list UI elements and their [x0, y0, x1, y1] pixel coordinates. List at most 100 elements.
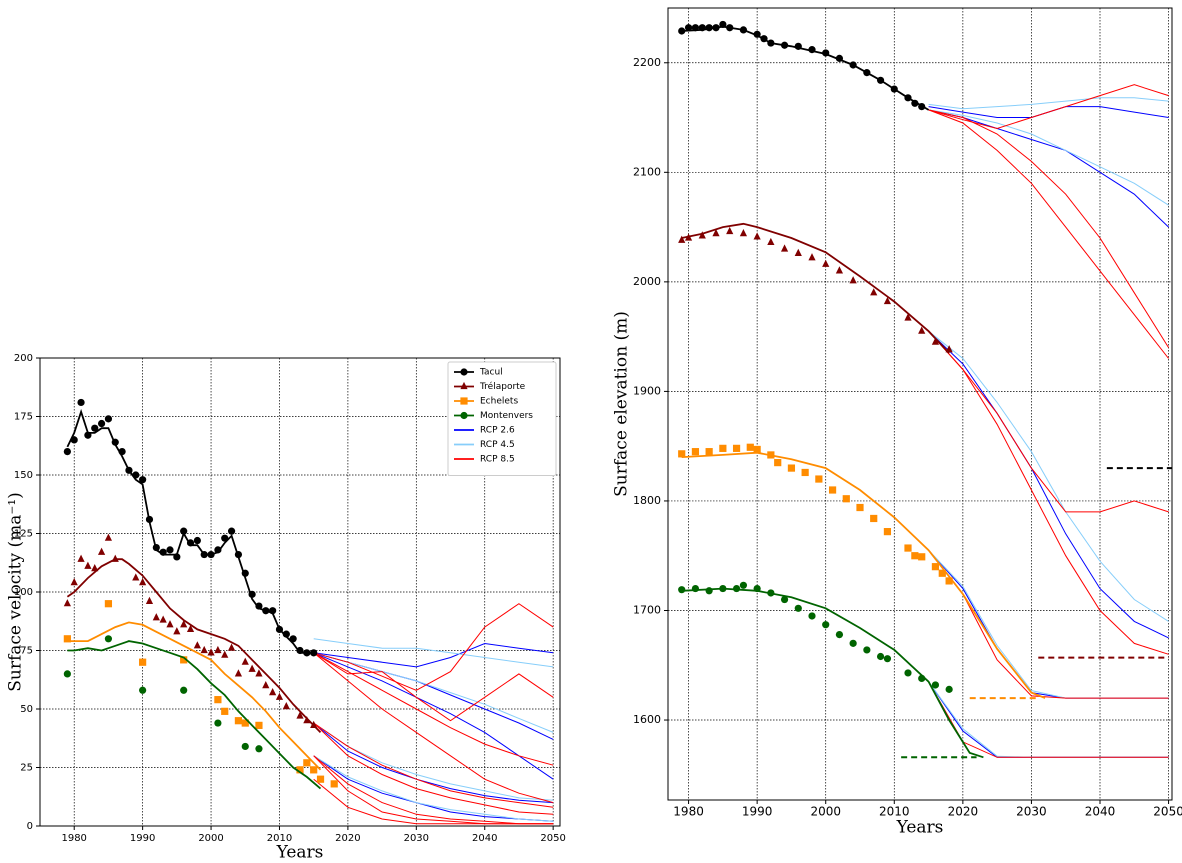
- marker: [63, 599, 71, 607]
- projection-line: [928, 681, 1169, 758]
- marker: [931, 563, 940, 571]
- marker: [248, 664, 256, 672]
- marker: [705, 448, 713, 456]
- marker: [255, 745, 263, 753]
- marker: [118, 448, 126, 456]
- x-tick-label: 1980: [673, 805, 704, 819]
- y-tick-label: 2200: [633, 56, 661, 69]
- marker: [132, 471, 140, 479]
- marker: [808, 46, 816, 54]
- marker: [691, 448, 700, 456]
- x-tick-label: 2030: [404, 833, 429, 844]
- marker: [794, 42, 802, 50]
- y-tick-label: 150: [14, 470, 33, 481]
- marker: [767, 589, 775, 597]
- projection-line: [313, 603, 554, 691]
- marker: [289, 635, 297, 643]
- marker: [221, 534, 229, 542]
- projection-line: [313, 638, 554, 668]
- marker: [753, 30, 761, 38]
- marker: [303, 649, 311, 657]
- marker: [330, 780, 338, 788]
- y-axis-title: Surface elevation (m): [612, 311, 632, 497]
- marker: [870, 514, 878, 523]
- y-tick-label: 125: [14, 529, 33, 540]
- x-axis-title: Years: [896, 818, 944, 838]
- marker: [835, 630, 844, 639]
- marker: [808, 253, 816, 261]
- marker: [97, 547, 106, 555]
- marker: [97, 419, 106, 428]
- marker: [904, 94, 912, 102]
- projection-line: [313, 755, 554, 825]
- marker: [207, 648, 215, 656]
- marker: [883, 296, 892, 305]
- marker: [262, 681, 270, 689]
- y-tick-label: 1900: [633, 384, 661, 397]
- projection-line: [928, 549, 1169, 699]
- legend-frame: [447, 361, 557, 476]
- legend-label: Montenvers: [480, 411, 533, 421]
- projection-line: [313, 722, 554, 815]
- projection-line: [313, 652, 554, 780]
- marker: [822, 49, 830, 57]
- projection-line: [313, 652, 554, 722]
- marker: [904, 669, 912, 677]
- projection-line: [928, 330, 1169, 639]
- marker: [241, 657, 249, 665]
- marker: [739, 229, 748, 237]
- marker: [186, 539, 195, 547]
- marker: [193, 641, 201, 649]
- marker: [221, 650, 229, 658]
- model-line: [681, 451, 1046, 699]
- marker: [70, 436, 78, 444]
- marker: [849, 639, 857, 647]
- marker: [200, 645, 208, 654]
- marker: [870, 288, 878, 296]
- projection-line: [313, 722, 554, 801]
- marker: [139, 578, 147, 586]
- marker: [712, 24, 720, 32]
- projection-line: [313, 652, 554, 733]
- marker: [678, 27, 686, 35]
- marker: [835, 266, 844, 274]
- marker: [255, 602, 263, 610]
- marker: [111, 438, 119, 446]
- legend: Tacul Trélaporte Echelets Montenvers RCP 2.6…: [447, 361, 557, 476]
- projection-line: [313, 642, 554, 668]
- projection-line: [313, 722, 554, 808]
- marker: [77, 398, 85, 407]
- marker: [753, 584, 761, 593]
- marker: [931, 681, 940, 689]
- marker: [262, 607, 270, 615]
- x-tick-label: 2050: [1153, 805, 1182, 819]
- y-tick-label: 1700: [633, 603, 661, 616]
- x-tick-label: 2040: [1085, 805, 1116, 819]
- legend-label: RCP 2.6: [480, 426, 515, 436]
- marker: [214, 546, 222, 554]
- marker: [726, 226, 734, 235]
- marker: [760, 35, 768, 43]
- model-line: [681, 587, 984, 759]
- marker: [801, 468, 809, 477]
- x-tick-label: 2020: [335, 833, 360, 844]
- marker: [269, 607, 277, 615]
- marker: [460, 368, 468, 376]
- marker: [739, 581, 748, 589]
- marker: [152, 543, 160, 552]
- y-tick-label: 25: [20, 763, 33, 774]
- marker: [780, 244, 789, 252]
- marker: [139, 476, 147, 484]
- model-line: [681, 222, 950, 354]
- marker: [678, 450, 686, 458]
- x-tick-label: 2000: [810, 805, 841, 819]
- marker: [938, 569, 946, 577]
- marker: [275, 625, 284, 634]
- marker: [918, 102, 926, 111]
- marker: [269, 688, 277, 696]
- marker: [945, 345, 953, 353]
- marker: [460, 381, 468, 390]
- plot-area: [63, 398, 554, 825]
- marker: [214, 645, 222, 654]
- marker: [842, 495, 850, 503]
